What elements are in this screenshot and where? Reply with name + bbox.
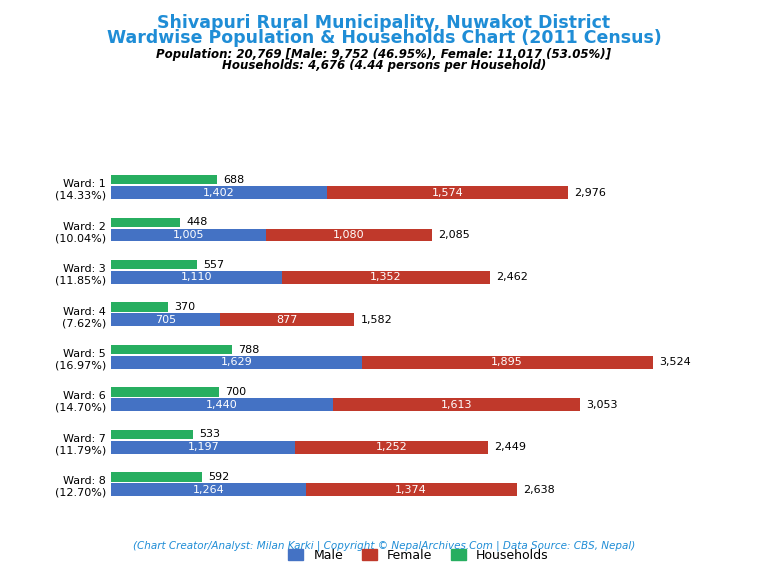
Text: 1,895: 1,895 — [492, 357, 523, 367]
Text: 3,524: 3,524 — [659, 357, 690, 367]
Text: 1,574: 1,574 — [432, 187, 463, 198]
Text: 1,629: 1,629 — [220, 357, 253, 367]
Text: 788: 788 — [239, 345, 260, 354]
Bar — [266, 229, 432, 241]
Text: 1,352: 1,352 — [370, 273, 402, 282]
Text: 2,085: 2,085 — [438, 230, 469, 240]
Text: Households: 4,676 (4.44 persons per Household): Households: 4,676 (4.44 persons per Hous… — [222, 59, 546, 72]
Text: 1,374: 1,374 — [396, 485, 427, 495]
Text: 2,638: 2,638 — [523, 485, 554, 495]
Bar — [295, 441, 488, 454]
Text: 370: 370 — [174, 302, 196, 312]
Text: 705: 705 — [155, 315, 176, 325]
Text: 1,402: 1,402 — [204, 187, 235, 198]
Text: Shivapuri Rural Municipality, Nuwakot District: Shivapuri Rural Municipality, Nuwakot Di… — [157, 14, 611, 32]
Bar — [111, 345, 233, 354]
Bar — [111, 218, 180, 227]
Text: 1,440: 1,440 — [206, 400, 238, 409]
Bar — [220, 313, 354, 326]
Bar — [111, 302, 168, 312]
Bar — [111, 175, 217, 184]
Bar — [111, 430, 194, 439]
Bar — [111, 398, 333, 411]
Text: 688: 688 — [223, 175, 244, 185]
Text: 1,197: 1,197 — [187, 442, 219, 452]
Bar — [111, 186, 326, 199]
Bar — [111, 441, 295, 454]
Bar — [282, 271, 489, 284]
Text: 1,110: 1,110 — [180, 273, 213, 282]
Bar — [111, 260, 197, 269]
Text: 1,582: 1,582 — [360, 315, 392, 325]
Text: (Chart Creator/Analyst: Milan Karki | Copyright © NepalArchives.Com | Data Sourc: (Chart Creator/Analyst: Milan Karki | Co… — [133, 541, 635, 551]
Bar — [111, 472, 202, 481]
Text: Wardwise Population & Households Chart (2011 Census): Wardwise Population & Households Chart (… — [107, 29, 661, 47]
Bar — [111, 271, 282, 284]
Text: 700: 700 — [225, 387, 247, 397]
Text: 2,449: 2,449 — [494, 442, 525, 452]
Bar — [333, 398, 581, 411]
Legend: Male, Female, Households: Male, Female, Households — [283, 544, 554, 567]
Bar — [111, 313, 220, 326]
Bar — [111, 229, 266, 241]
Bar — [362, 356, 653, 369]
Text: 1,613: 1,613 — [441, 400, 472, 409]
Text: 1,264: 1,264 — [193, 485, 224, 495]
Bar — [326, 186, 568, 199]
Bar — [306, 483, 517, 496]
Bar — [111, 387, 219, 397]
Text: 592: 592 — [208, 472, 230, 482]
Text: 448: 448 — [187, 218, 207, 227]
Text: Population: 20,769 [Male: 9,752 (46.95%), Female: 11,017 (53.05%)]: Population: 20,769 [Male: 9,752 (46.95%)… — [157, 48, 611, 60]
Text: 877: 877 — [276, 315, 298, 325]
Bar — [111, 483, 306, 496]
Text: 1,252: 1,252 — [376, 442, 407, 452]
Text: 1,080: 1,080 — [333, 230, 365, 240]
Bar — [111, 356, 362, 369]
Text: 2,976: 2,976 — [574, 187, 607, 198]
Text: 2,462: 2,462 — [495, 273, 528, 282]
Text: 557: 557 — [203, 260, 224, 270]
Text: 533: 533 — [200, 429, 220, 440]
Text: 1,005: 1,005 — [173, 230, 204, 240]
Text: 3,053: 3,053 — [587, 400, 618, 409]
